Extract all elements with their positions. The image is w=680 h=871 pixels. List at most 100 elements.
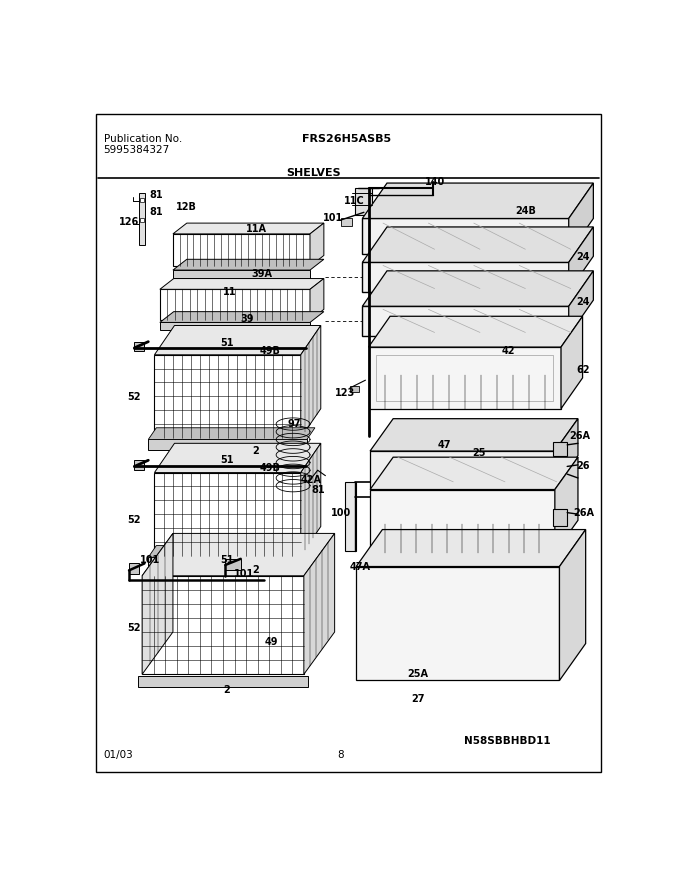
Text: 42A: 42A (301, 476, 322, 485)
Bar (154, 354, 301, 438)
Text: SHELVES: SHELVES (286, 167, 341, 178)
Polygon shape (310, 279, 324, 321)
Text: 11: 11 (223, 287, 237, 297)
Text: 01/03: 01/03 (103, 750, 133, 760)
Bar (369, 347, 561, 408)
Text: 101: 101 (323, 213, 343, 224)
Text: 27: 27 (411, 694, 424, 704)
Text: 123: 123 (335, 388, 356, 398)
Text: 52: 52 (128, 392, 141, 402)
Text: 25A: 25A (407, 669, 428, 679)
Polygon shape (370, 457, 578, 490)
Polygon shape (142, 533, 173, 674)
Polygon shape (135, 341, 143, 351)
Bar (376, 354, 554, 401)
Text: 2: 2 (253, 446, 260, 456)
Text: 5995384327: 5995384327 (103, 145, 170, 154)
Polygon shape (356, 530, 585, 566)
Text: 81: 81 (311, 484, 324, 495)
Bar (173, 270, 310, 278)
Bar (341, 219, 352, 226)
Text: 26A: 26A (573, 508, 594, 517)
Bar (148, 440, 307, 450)
Bar (362, 262, 568, 292)
Text: 126: 126 (119, 217, 139, 226)
Bar (554, 509, 567, 526)
Text: 52: 52 (128, 516, 141, 525)
Polygon shape (135, 460, 143, 469)
Text: 52: 52 (128, 623, 141, 633)
Text: Publication No.: Publication No. (103, 134, 182, 144)
Polygon shape (369, 316, 583, 347)
Polygon shape (362, 183, 594, 219)
Polygon shape (301, 443, 321, 556)
Text: 97: 97 (288, 419, 301, 429)
Text: 81: 81 (149, 207, 163, 218)
Polygon shape (568, 227, 594, 292)
Text: 51: 51 (220, 456, 234, 465)
Polygon shape (154, 443, 321, 473)
Text: 24: 24 (576, 252, 590, 262)
Bar (362, 219, 568, 254)
Polygon shape (362, 271, 594, 307)
Polygon shape (555, 457, 578, 553)
Polygon shape (148, 428, 315, 440)
Text: 42: 42 (502, 346, 515, 356)
Text: 25: 25 (473, 448, 486, 457)
Text: 39: 39 (240, 314, 254, 324)
Text: 49B: 49B (260, 463, 280, 473)
Bar (350, 386, 359, 392)
Polygon shape (160, 312, 324, 322)
Bar (554, 442, 567, 456)
Text: 49: 49 (265, 637, 278, 647)
Polygon shape (362, 227, 594, 262)
Text: 11A: 11A (245, 224, 267, 234)
Bar (173, 234, 310, 267)
Bar (148, 557, 307, 568)
Polygon shape (225, 559, 241, 571)
Bar (140, 219, 143, 222)
Text: 24: 24 (576, 297, 590, 307)
Text: 11C: 11C (344, 196, 365, 206)
Polygon shape (160, 279, 324, 289)
Text: 81: 81 (149, 190, 163, 199)
Bar (355, 187, 371, 215)
Text: 47: 47 (438, 440, 452, 449)
Polygon shape (560, 530, 585, 680)
Polygon shape (304, 533, 335, 674)
Bar (362, 307, 568, 335)
Bar (345, 482, 356, 551)
Text: 51: 51 (220, 556, 234, 565)
Bar (370, 451, 555, 488)
Bar (554, 463, 567, 480)
Bar (139, 193, 146, 246)
Text: 8: 8 (337, 750, 344, 760)
Polygon shape (148, 545, 315, 557)
Polygon shape (154, 326, 321, 354)
Polygon shape (555, 419, 578, 488)
Text: 26A: 26A (569, 430, 590, 441)
Bar (154, 473, 301, 556)
Text: 2: 2 (253, 565, 260, 576)
Text: 100: 100 (330, 508, 351, 517)
Text: 140: 140 (424, 177, 445, 186)
Text: 12B: 12B (176, 202, 197, 212)
Bar (160, 322, 310, 330)
Polygon shape (173, 223, 324, 234)
Polygon shape (561, 316, 583, 408)
Polygon shape (129, 564, 139, 574)
Text: 2: 2 (224, 685, 231, 695)
Text: 49B: 49B (260, 346, 280, 356)
Text: 51: 51 (220, 338, 234, 348)
Text: N58SBBHBD11: N58SBBHBD11 (464, 736, 551, 746)
Text: 62: 62 (577, 365, 590, 375)
Polygon shape (173, 260, 324, 270)
Polygon shape (568, 271, 594, 335)
Text: FRS26H5ASB5: FRS26H5ASB5 (303, 134, 392, 144)
Text: 101: 101 (139, 556, 160, 565)
Text: 101: 101 (235, 570, 255, 579)
Text: 26: 26 (577, 462, 590, 471)
Bar (370, 490, 555, 553)
Polygon shape (142, 533, 335, 576)
Polygon shape (301, 326, 321, 438)
